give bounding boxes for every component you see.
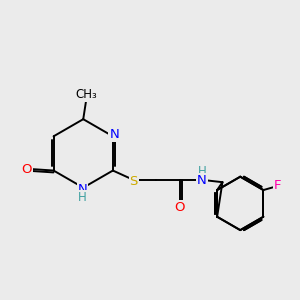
Text: H: H <box>78 191 87 204</box>
Text: CH₃: CH₃ <box>75 88 97 101</box>
Text: O: O <box>174 201 185 214</box>
Text: N: N <box>197 174 207 187</box>
Text: H: H <box>197 165 206 178</box>
Text: O: O <box>21 163 32 176</box>
Text: S: S <box>130 175 138 188</box>
Text: F: F <box>274 179 281 192</box>
Text: N: N <box>110 128 119 141</box>
Text: N: N <box>78 182 87 196</box>
